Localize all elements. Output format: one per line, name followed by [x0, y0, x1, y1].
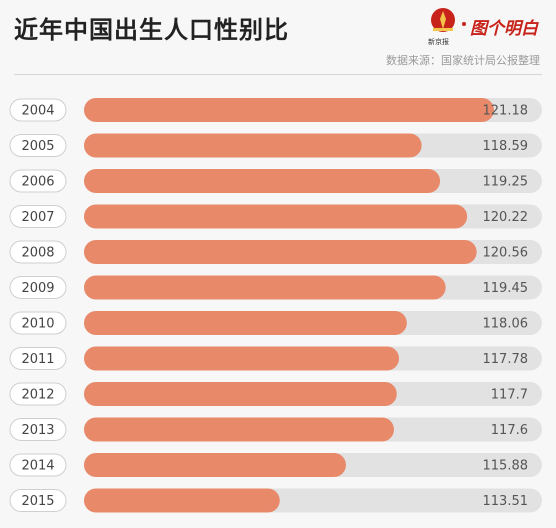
- data-label: 117.7: [491, 388, 528, 403]
- year-pill: [9, 453, 67, 477]
- data-source-note: 数据来源：国家统计局公报整理: [386, 54, 540, 67]
- data-label: 120.56: [483, 246, 529, 261]
- chart-title: 近年中国出生人口性别比: [14, 16, 289, 44]
- data-label: 119.25: [483, 175, 529, 190]
- category-label: 2010: [21, 317, 54, 332]
- data-label: 115.88: [483, 459, 529, 474]
- data-label: 113.51: [483, 494, 529, 509]
- year-pill: [9, 205, 67, 228]
- logo-separator-dot: [462, 22, 466, 26]
- data-label: 120.22: [483, 210, 529, 225]
- category-label: 2007: [21, 210, 54, 225]
- year-pill: [9, 382, 67, 406]
- data-label: 118.59: [483, 139, 529, 154]
- bar: [84, 204, 468, 229]
- data-label: 118.06: [483, 317, 529, 332]
- year-pill: [9, 276, 67, 299]
- data-label: 121.18: [483, 104, 529, 119]
- bar: [84, 417, 394, 442]
- seal-caption: 新京报: [428, 38, 449, 46]
- category-label: 2004: [21, 104, 54, 119]
- year-pill: [9, 98, 67, 122]
- category-label: 2015: [21, 494, 54, 509]
- year-pill: [9, 489, 67, 512]
- bar: [84, 169, 441, 193]
- bar: [84, 98, 494, 122]
- year-pill: [9, 311, 67, 335]
- bar: [84, 488, 280, 513]
- category-label: 2008: [21, 246, 54, 261]
- category-label: 2012: [21, 388, 54, 403]
- category-label: 2009: [21, 281, 54, 296]
- header-divider: [14, 74, 542, 75]
- year-pill: [9, 134, 67, 157]
- brand-wordmark: 图个明白: [470, 19, 538, 39]
- publisher-logo: 新京报 图个明白: [426, 6, 546, 46]
- newspaper-seal-icon: [431, 8, 455, 32]
- category-label: 2011: [21, 352, 54, 367]
- bar: [84, 382, 397, 406]
- year-pill: [9, 169, 67, 193]
- category-label: 2006: [21, 175, 54, 190]
- bar: [84, 346, 400, 371]
- bar: [84, 133, 422, 158]
- category-label: 2014: [21, 459, 54, 474]
- category-label: 2013: [21, 423, 54, 438]
- year-pill: [9, 240, 67, 264]
- bar: [84, 453, 346, 477]
- year-pill: [9, 347, 67, 370]
- bar: [84, 275, 446, 300]
- data-label: 117.6: [491, 423, 528, 438]
- bar: [84, 240, 477, 264]
- category-label: 2005: [21, 139, 54, 154]
- bar: [84, 311, 407, 335]
- data-label: 119.45: [483, 281, 529, 296]
- data-label: 117.78: [483, 352, 529, 367]
- year-pill: [9, 418, 67, 441]
